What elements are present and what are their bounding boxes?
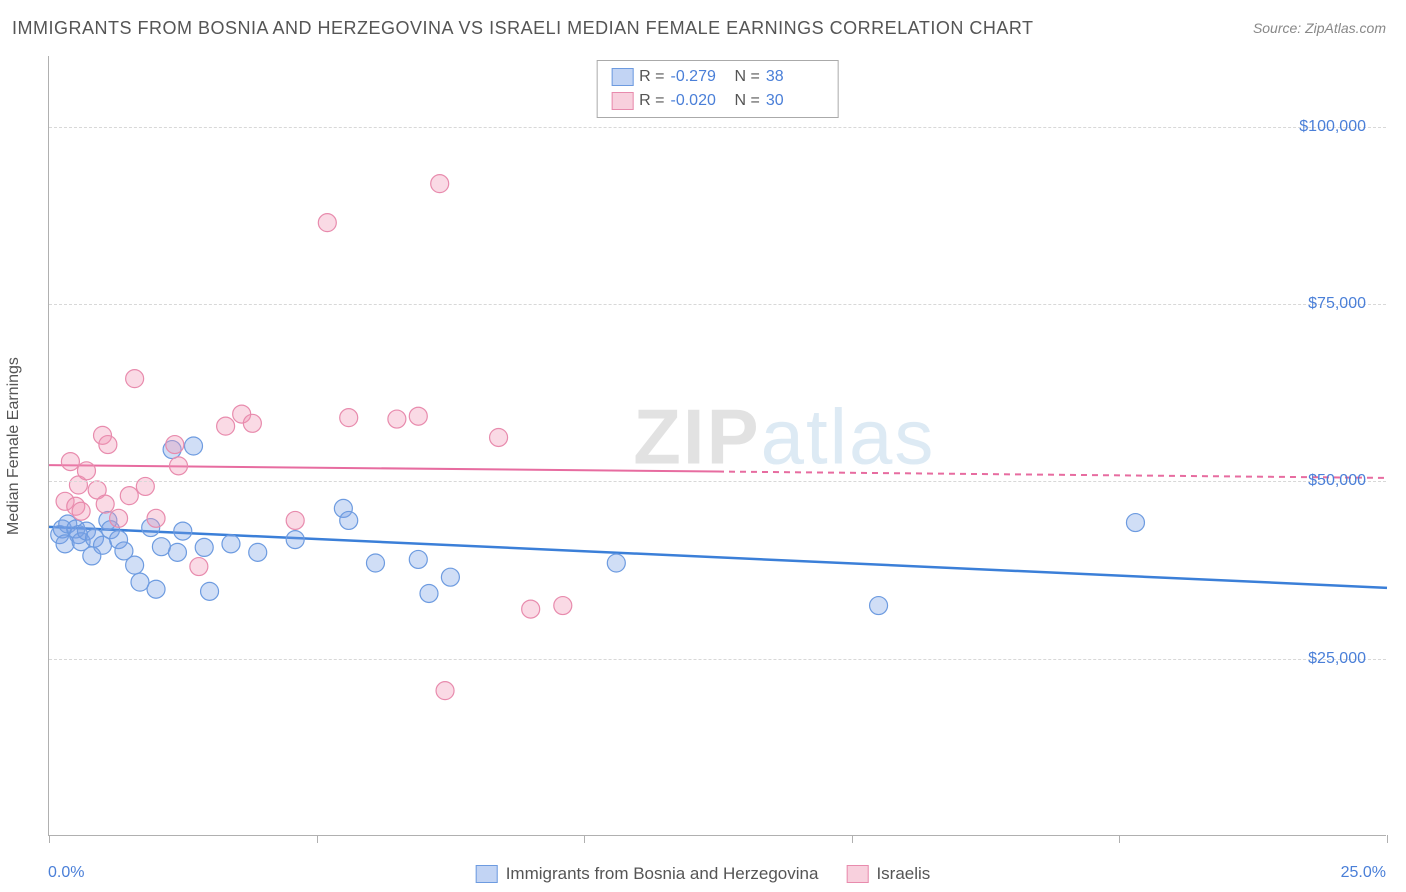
legend-n-label: N = <box>735 89 760 113</box>
x-axis-max-label: 25.0% <box>1341 864 1386 882</box>
chart-title: IMMIGRANTS FROM BOSNIA AND HERZEGOVINA V… <box>12 18 1034 39</box>
x-tick <box>1119 835 1120 843</box>
data-point-israelis <box>120 487 138 505</box>
legend-series-label: Israelis <box>876 864 930 884</box>
legend-series-item: Israelis <box>846 864 930 884</box>
data-point-israelis <box>522 600 540 618</box>
legend-swatch <box>846 865 868 883</box>
data-point-bosnia <box>174 522 192 540</box>
data-point-israelis <box>61 453 79 471</box>
legend-swatch <box>476 865 498 883</box>
y-tick-label: $75,000 <box>1308 295 1366 313</box>
legend-correlation-row: R = -0.020 N = 30 <box>611 89 824 113</box>
legend-n-label: N = <box>735 65 760 89</box>
data-point-bosnia <box>409 550 427 568</box>
data-point-bosnia <box>420 584 438 602</box>
legend-series-label: Immigrants from Bosnia and Herzegovina <box>506 864 819 884</box>
data-point-bosnia <box>126 556 144 574</box>
data-point-israelis <box>554 597 572 615</box>
data-point-israelis <box>431 175 449 193</box>
source-attribution: Source: ZipAtlas.com <box>1253 20 1386 36</box>
legend-swatch <box>611 92 633 110</box>
data-point-bosnia <box>366 554 384 572</box>
data-point-israelis <box>409 407 427 425</box>
y-tick-label: $25,000 <box>1308 650 1366 668</box>
x-tick <box>1387 835 1388 843</box>
data-point-bosnia <box>340 511 358 529</box>
data-point-bosnia <box>607 554 625 572</box>
data-point-israelis <box>126 370 144 388</box>
data-point-bosnia <box>147 580 165 598</box>
legend-r-value: -0.279 <box>671 65 729 89</box>
data-point-israelis <box>190 558 208 576</box>
data-point-bosnia <box>152 538 170 556</box>
x-tick <box>317 835 318 843</box>
x-tick <box>584 835 585 843</box>
chart-container: IMMIGRANTS FROM BOSNIA AND HERZEGOVINA V… <box>0 0 1406 892</box>
data-point-israelis <box>96 495 114 513</box>
data-point-bosnia <box>1126 514 1144 532</box>
trend-line-israelis-dashed <box>718 472 1387 478</box>
gridline <box>49 659 1386 660</box>
plot-svg <box>49 56 1386 835</box>
trend-line-israelis <box>49 465 718 471</box>
y-axis-title: Median Female Earnings <box>5 357 23 535</box>
data-point-bosnia <box>131 573 149 591</box>
y-tick-label: $50,000 <box>1308 472 1366 490</box>
data-point-israelis <box>77 462 95 480</box>
data-point-israelis <box>72 502 90 520</box>
legend-series-item: Immigrants from Bosnia and Herzegovina <box>476 864 819 884</box>
data-point-israelis <box>436 682 454 700</box>
plot-area: ZIPatlas R = -0.279 N = 38R = -0.020 N =… <box>48 56 1386 836</box>
gridline <box>49 127 1386 128</box>
data-point-israelis <box>147 509 165 527</box>
gridline <box>49 304 1386 305</box>
legend-n-value: 30 <box>766 89 824 113</box>
data-point-israelis <box>110 509 128 527</box>
data-point-israelis <box>243 414 261 432</box>
data-point-israelis <box>340 409 358 427</box>
data-point-bosnia <box>249 543 267 561</box>
data-point-israelis <box>286 511 304 529</box>
legend-series: Immigrants from Bosnia and Herzegovina Is… <box>476 864 931 884</box>
legend-correlation: R = -0.279 N = 38R = -0.020 N = 30 <box>596 60 839 118</box>
data-point-bosnia <box>222 535 240 553</box>
data-point-bosnia <box>185 437 203 455</box>
data-point-israelis <box>170 457 188 475</box>
data-point-bosnia <box>195 538 213 556</box>
gridline <box>49 481 1386 482</box>
data-point-bosnia <box>201 582 219 600</box>
data-point-israelis <box>99 436 117 454</box>
x-axis-min-label: 0.0% <box>48 864 84 882</box>
data-point-bosnia <box>168 543 186 561</box>
data-point-israelis <box>388 410 406 428</box>
data-point-bosnia <box>870 597 888 615</box>
data-point-bosnia <box>441 568 459 586</box>
data-point-israelis <box>318 214 336 232</box>
data-point-israelis <box>136 477 154 495</box>
legend-swatch <box>611 68 633 86</box>
legend-r-label: R = <box>639 65 664 89</box>
data-point-bosnia <box>286 531 304 549</box>
legend-r-label: R = <box>639 89 664 113</box>
legend-n-value: 38 <box>766 65 824 89</box>
y-tick-label: $100,000 <box>1299 118 1366 136</box>
data-point-israelis <box>217 417 235 435</box>
legend-correlation-row: R = -0.279 N = 38 <box>611 65 824 89</box>
x-tick <box>49 835 50 843</box>
data-point-israelis <box>166 436 184 454</box>
x-tick <box>852 835 853 843</box>
legend-r-value: -0.020 <box>671 89 729 113</box>
data-point-israelis <box>490 428 508 446</box>
